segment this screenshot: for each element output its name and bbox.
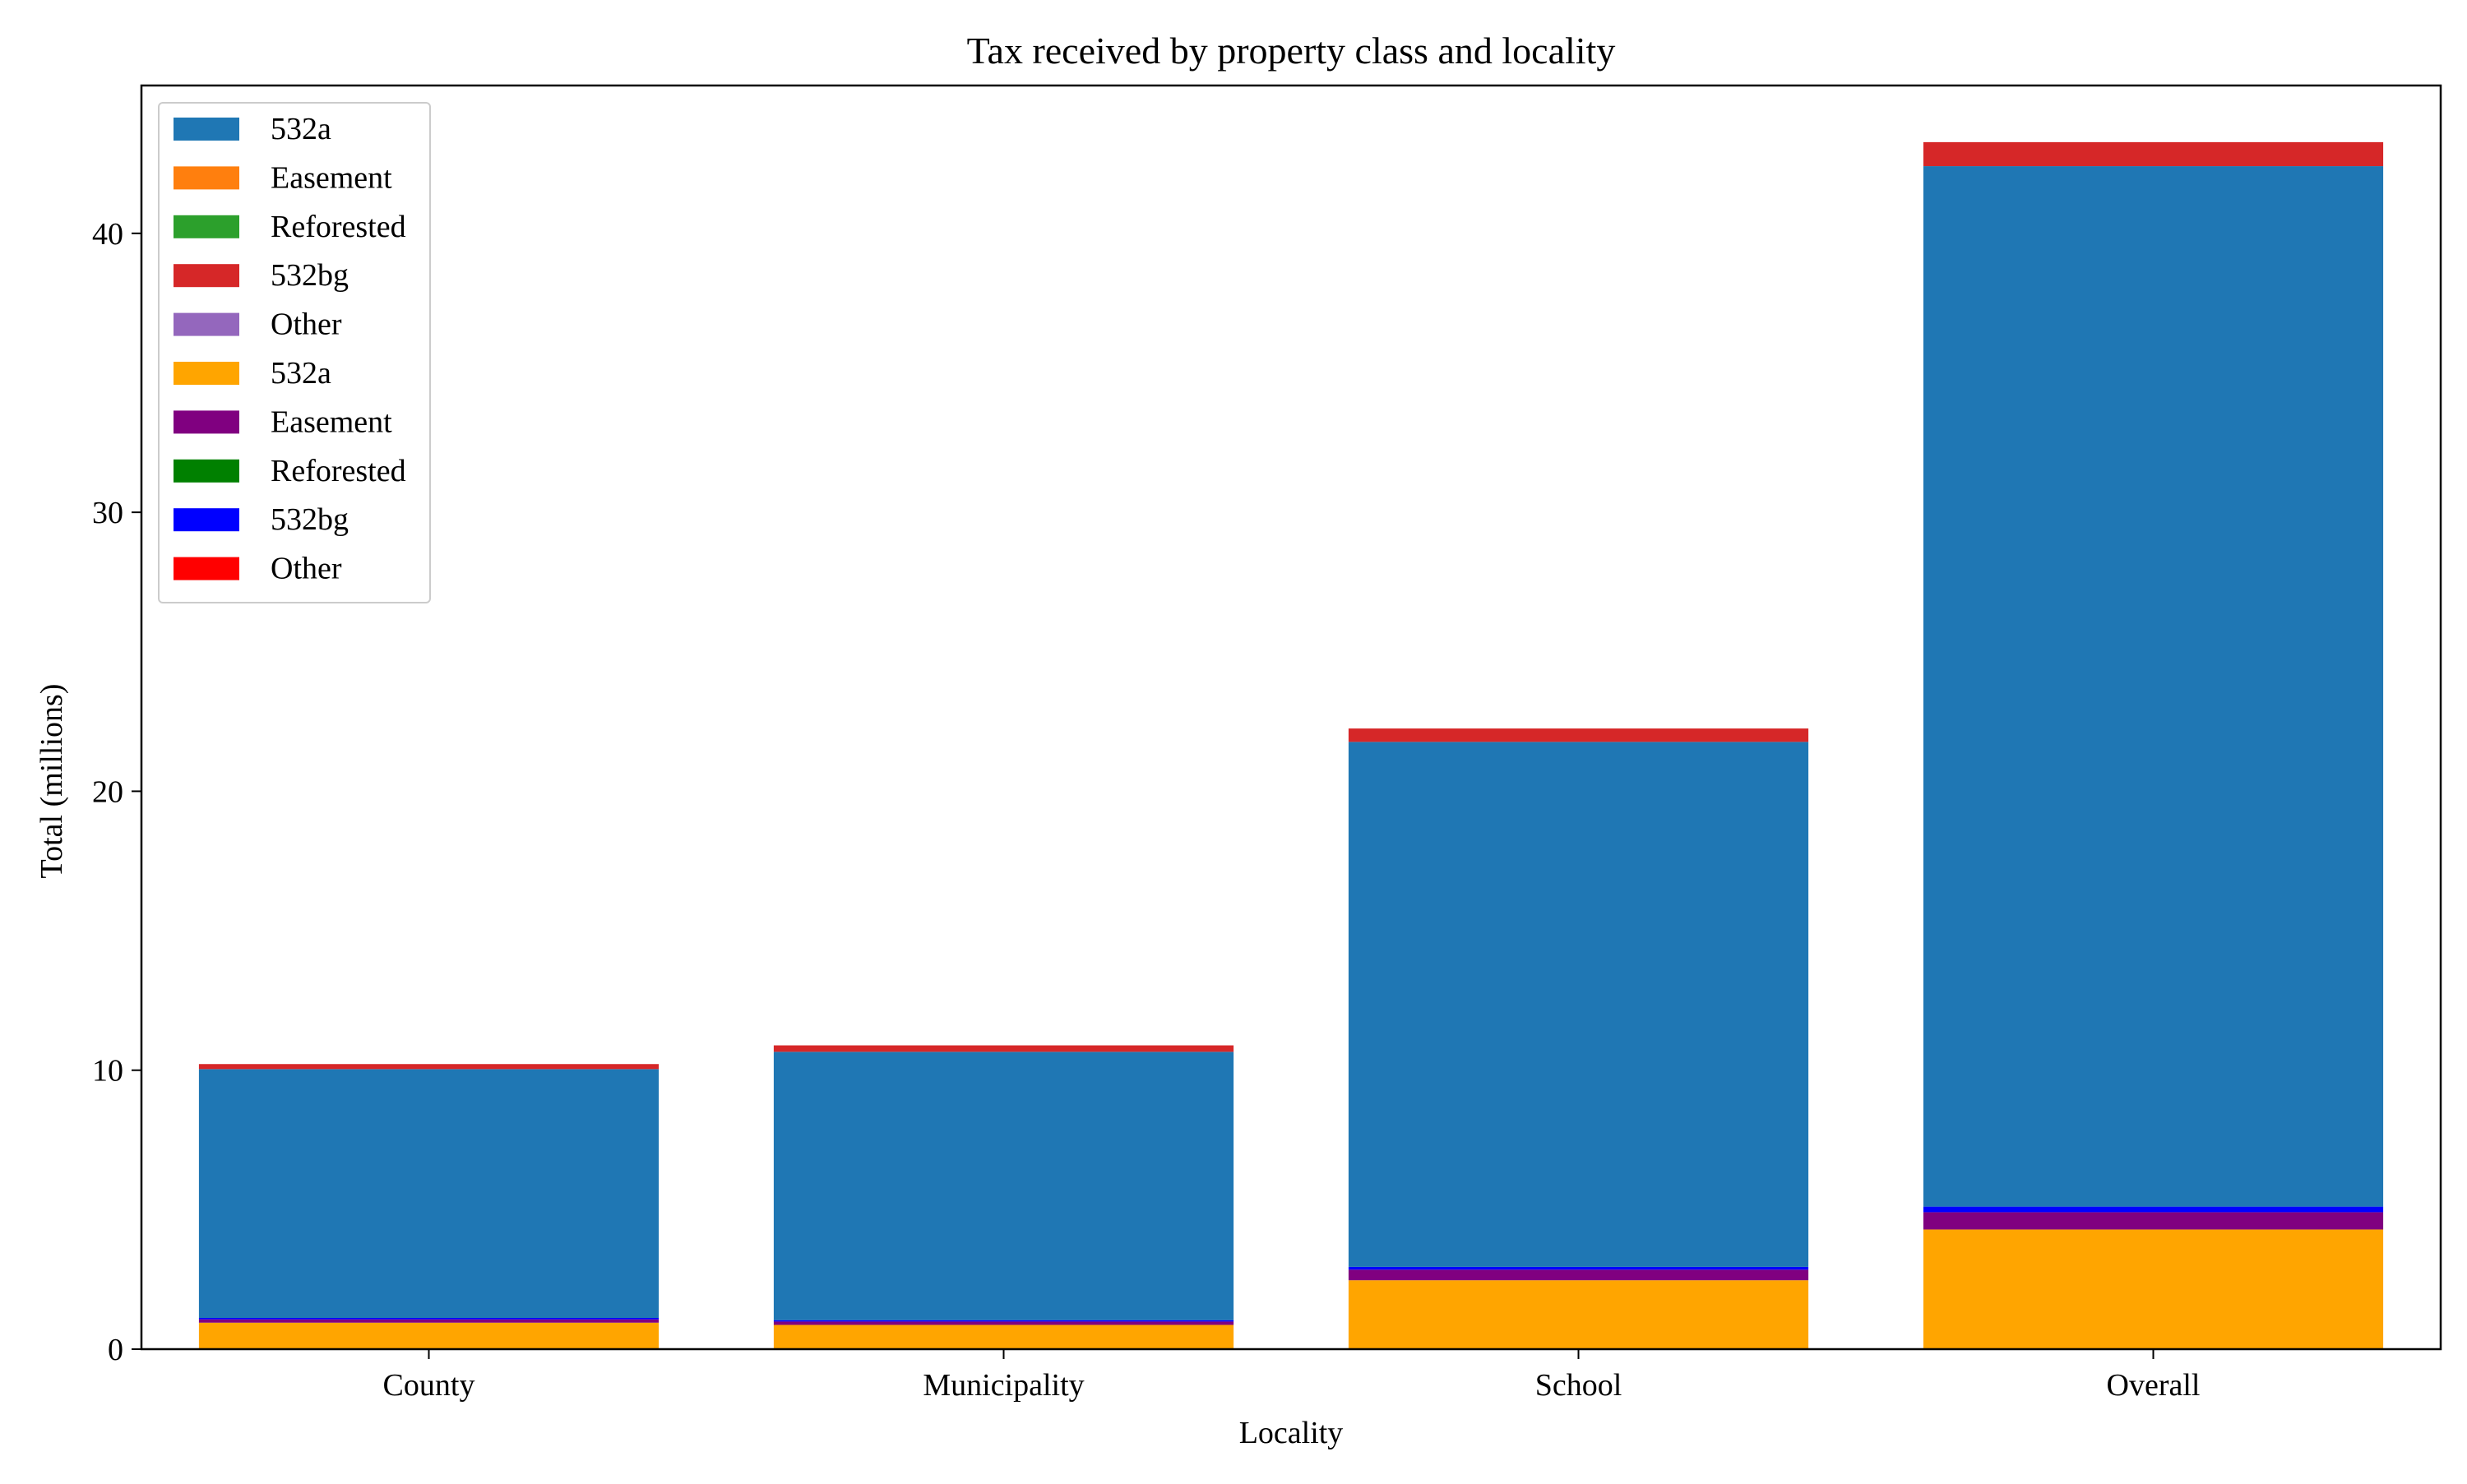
bar-segment — [773, 1321, 1234, 1325]
bar-segment — [1348, 1280, 1809, 1349]
axes-layer: County Municipality School Overall 0 10 20 30 40 — [92, 84, 2442, 1403]
chart-title: Tax received by property class and local… — [967, 30, 1616, 72]
legend-swatch — [174, 118, 239, 141]
legend-label: Other — [271, 307, 342, 342]
bar-segment — [1348, 1266, 1809, 1270]
bar-segment — [1923, 1206, 2384, 1213]
bar-segment — [1348, 742, 1809, 1267]
bar-segment — [1348, 728, 1809, 742]
x-tick-label: School — [1535, 1368, 1622, 1403]
legend-label: 532a — [271, 356, 331, 391]
legend-swatch — [174, 362, 239, 385]
legend-swatch — [174, 410, 239, 434]
bar-segment — [198, 1318, 660, 1320]
bar-segment — [198, 1319, 660, 1323]
x-tick-label: Municipality — [923, 1368, 1084, 1403]
x-axis-label: Locality — [1239, 1416, 1344, 1450]
legend-label: Easement — [271, 160, 392, 195]
y-tick-label: 10 — [92, 1054, 123, 1089]
legend-swatch — [174, 166, 239, 190]
legend-swatch — [174, 312, 239, 336]
plot-frame — [140, 84, 2442, 1351]
bar-segment — [1923, 141, 2384, 167]
legend-label: Reforested — [271, 210, 406, 244]
y-axis-label: Total (millions) — [35, 684, 69, 879]
legend-swatch — [174, 557, 239, 580]
legend-label: Other — [271, 552, 342, 586]
legend-swatch — [174, 508, 239, 532]
legend-label: 532a — [271, 112, 331, 146]
bar-segment — [198, 1064, 660, 1070]
bar-segment — [1348, 1269, 1809, 1281]
legend-swatch — [174, 459, 239, 483]
legend: 532a Easement Reforested 532bg Other 532a Ease… — [158, 102, 431, 603]
y-tick-label: 0 — [108, 1333, 123, 1367]
x-tick-label: County — [383, 1368, 475, 1403]
legend-label: 532bg — [271, 258, 349, 293]
bar-segment — [1923, 1229, 2384, 1349]
y-tick-label: 20 — [92, 774, 123, 809]
bars-layer — [198, 141, 2384, 1349]
bar-segment — [1923, 166, 2384, 1207]
bar-segment — [1923, 1212, 2384, 1230]
bar-segment — [198, 1322, 660, 1349]
legend-label: Easement — [271, 405, 392, 439]
legend-swatch — [174, 215, 239, 238]
legend-label: Reforested — [271, 454, 406, 488]
bar-segment — [773, 1320, 1234, 1322]
bar-segment — [773, 1045, 1234, 1052]
bar-segment — [198, 1069, 660, 1318]
legend-swatch — [174, 264, 239, 288]
bar-segment — [773, 1325, 1234, 1349]
y-tick-label: 30 — [92, 496, 123, 530]
bar-segment — [773, 1052, 1234, 1320]
x-tick-label: Overall — [2107, 1368, 2201, 1403]
legend-label: 532bg — [271, 502, 349, 537]
y-tick-label: 40 — [92, 217, 123, 252]
